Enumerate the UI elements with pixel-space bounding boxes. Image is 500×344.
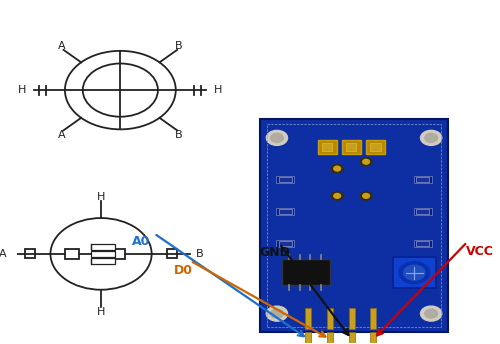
FancyBboxPatch shape [416, 241, 429, 246]
FancyBboxPatch shape [414, 176, 432, 183]
FancyBboxPatch shape [65, 249, 80, 259]
FancyBboxPatch shape [279, 209, 292, 214]
Circle shape [332, 192, 343, 200]
Circle shape [270, 309, 283, 318]
FancyBboxPatch shape [260, 119, 448, 332]
FancyBboxPatch shape [348, 309, 354, 329]
Circle shape [362, 193, 370, 198]
FancyBboxPatch shape [346, 143, 356, 151]
FancyBboxPatch shape [167, 249, 177, 258]
FancyBboxPatch shape [348, 332, 354, 344]
Text: D0: D0 [174, 265, 193, 277]
FancyBboxPatch shape [276, 176, 294, 183]
Circle shape [404, 265, 425, 280]
Text: B: B [196, 249, 203, 259]
Circle shape [420, 306, 442, 321]
FancyBboxPatch shape [370, 332, 376, 344]
Text: GND: GND [259, 246, 290, 259]
Text: A: A [58, 41, 66, 51]
Text: H: H [97, 307, 105, 317]
Circle shape [334, 166, 340, 171]
Circle shape [360, 158, 372, 166]
Text: VCC: VCC [466, 245, 494, 258]
Circle shape [334, 193, 340, 198]
Text: H: H [97, 192, 105, 202]
FancyBboxPatch shape [414, 240, 432, 247]
FancyBboxPatch shape [322, 143, 332, 151]
Text: H: H [214, 85, 222, 95]
Text: B: B [174, 130, 182, 140]
FancyBboxPatch shape [327, 309, 333, 329]
FancyBboxPatch shape [92, 258, 114, 264]
FancyBboxPatch shape [416, 177, 429, 182]
FancyBboxPatch shape [366, 140, 385, 154]
Text: H: H [18, 85, 26, 95]
FancyBboxPatch shape [392, 257, 436, 288]
Circle shape [360, 192, 372, 200]
FancyBboxPatch shape [92, 251, 114, 257]
Text: A0: A0 [132, 235, 150, 248]
FancyBboxPatch shape [92, 244, 114, 250]
FancyBboxPatch shape [342, 140, 361, 154]
FancyBboxPatch shape [306, 332, 311, 344]
Text: B: B [174, 41, 182, 51]
FancyBboxPatch shape [282, 259, 330, 284]
FancyBboxPatch shape [276, 240, 294, 247]
FancyBboxPatch shape [279, 177, 292, 182]
Circle shape [362, 159, 370, 164]
Circle shape [425, 309, 438, 318]
Text: A: A [0, 249, 6, 259]
FancyBboxPatch shape [327, 332, 333, 344]
FancyBboxPatch shape [279, 241, 292, 246]
Circle shape [332, 164, 343, 173]
FancyBboxPatch shape [306, 309, 311, 329]
Circle shape [399, 262, 430, 283]
FancyBboxPatch shape [370, 309, 376, 329]
Circle shape [420, 130, 442, 146]
Circle shape [266, 306, 287, 321]
Circle shape [270, 133, 283, 142]
Circle shape [266, 130, 287, 146]
FancyBboxPatch shape [24, 249, 36, 258]
FancyBboxPatch shape [370, 143, 380, 151]
FancyBboxPatch shape [276, 208, 294, 215]
FancyBboxPatch shape [416, 209, 429, 214]
FancyBboxPatch shape [414, 208, 432, 215]
Circle shape [425, 133, 438, 142]
FancyBboxPatch shape [114, 249, 125, 259]
Text: A: A [58, 130, 66, 140]
FancyBboxPatch shape [318, 140, 336, 154]
